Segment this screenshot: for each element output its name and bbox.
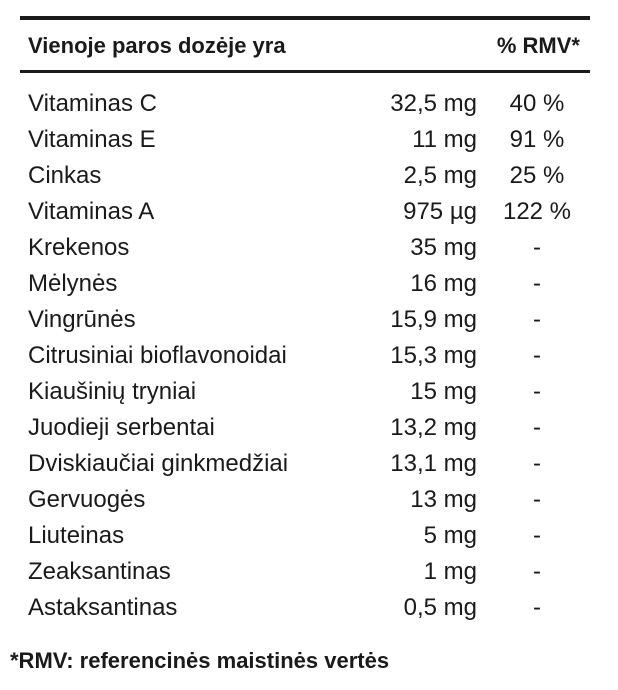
ingredient-rmv: - [533, 558, 541, 585]
table-row: Krekenos 35 mg - [20, 230, 590, 266]
header-name-label: Vienoje paros dozėje yra [28, 33, 286, 58]
ingredient-amount: 5 mg [423, 522, 477, 549]
ingredient-amount: 32,5 mg [390, 90, 477, 117]
ingredient-name: Kiaušinių tryniai [28, 378, 197, 405]
ingredient-name: Zeaksantinas [28, 558, 171, 585]
ingredient-amount: 975 µg [403, 198, 477, 225]
ingredient-amount: 13,1 mg [390, 450, 477, 477]
ingredient-amount: 2,5 mg [403, 162, 477, 189]
ingredient-amount: 13,2 mg [390, 414, 477, 441]
ingredient-amount: 1 mg [423, 558, 477, 585]
ingredient-rmv: - [533, 342, 541, 369]
table-row: Vitaminas E 11 mg 91 % [20, 122, 590, 158]
table-top-rule [20, 16, 590, 20]
table-row: Vitaminas A 975 µg 122 % [20, 194, 590, 230]
ingredient-rmv: 40 % [509, 90, 565, 117]
ingredient-rmv: - [533, 234, 541, 261]
ingredient-rmv: 122 % [502, 198, 572, 225]
ingredient-name: Vitaminas E [28, 126, 156, 153]
ingredient-rmv: - [533, 594, 541, 621]
table-row: Vitaminas C 32,5 mg 40 % [20, 86, 590, 122]
table-row: Cinkas 2,5 mg 25 % [20, 158, 590, 194]
ingredient-amount: 13 mg [410, 486, 477, 513]
ingredient-name: Gervuogės [28, 486, 146, 513]
table-row: Astaksantinas 0,5 mg - [20, 590, 590, 626]
ingredient-rmv: 91 % [509, 126, 565, 153]
table-row: Vingrūnės 15,9 mg - [20, 302, 590, 338]
ingredient-name: Mėlynės [28, 270, 118, 297]
table-header: Vienoje paros dozėje yra % RMV* [20, 20, 590, 70]
ingredient-amount: 15 mg [410, 378, 477, 405]
ingredient-amount: 15,3 mg [390, 342, 477, 369]
table-row: Kiaušinių tryniai 15 mg - [20, 374, 590, 410]
ingredient-rmv: - [533, 270, 541, 297]
ingredient-amount: 11 mg [412, 126, 477, 153]
ingredient-rmv: - [533, 414, 541, 441]
ingredient-name: Vitaminas C [28, 90, 157, 117]
ingredient-name: Dviskiaučiai ginkmedžiai [28, 450, 289, 477]
ingredient-amount: 16 mg [410, 270, 477, 297]
ingredient-name: Vitaminas A [28, 198, 155, 225]
ingredient-name: Citrusiniai bioflavonoidai [28, 342, 287, 369]
footnote: *RMV: referencinės maistinės vertės [10, 648, 390, 673]
table-row: Gervuogės 13 mg - [20, 482, 590, 518]
table-row: Liuteinas 5 mg - [20, 518, 590, 554]
table-row: Juodieji serbentai 13,2 mg - [20, 410, 590, 446]
ingredient-amount: 35 mg [410, 234, 477, 261]
ingredient-name: Astaksantinas [28, 594, 178, 621]
ingredient-rmv: 25 % [509, 162, 565, 189]
header-rmv-label: % RMV* [496, 33, 580, 58]
ingredient-name: Krekenos [28, 234, 130, 261]
ingredient-amount: 15,9 mg [390, 306, 477, 333]
header-divider-rule [20, 70, 590, 73]
table-body: Vitaminas C 32,5 mg 40 % Vitaminas E 11 mg 91… [20, 86, 590, 626]
ingredient-rmv: - [533, 306, 541, 333]
table-row: Zeaksantinas 1 mg - [20, 554, 590, 590]
ingredient-name: Cinkas [28, 162, 102, 189]
ingredient-amount: 0,5 mg [403, 594, 477, 621]
ingredient-name: Vingrūnės [28, 306, 136, 333]
table-row: Dviskiaučiai ginkmedžiai 13,1 mg - [20, 446, 590, 482]
ingredient-name: Liuteinas [28, 522, 125, 549]
ingredient-rmv: - [533, 378, 541, 405]
table-row: Citrusiniai bioflavonoidai 15,3 mg - [20, 338, 590, 374]
ingredient-rmv: - [533, 522, 541, 549]
ingredient-rmv: - [533, 486, 541, 513]
ingredient-name: Juodieji serbentai [28, 414, 215, 441]
ingredient-rmv: - [533, 450, 541, 477]
table-row: Mėlynės 16 mg - [20, 266, 590, 302]
